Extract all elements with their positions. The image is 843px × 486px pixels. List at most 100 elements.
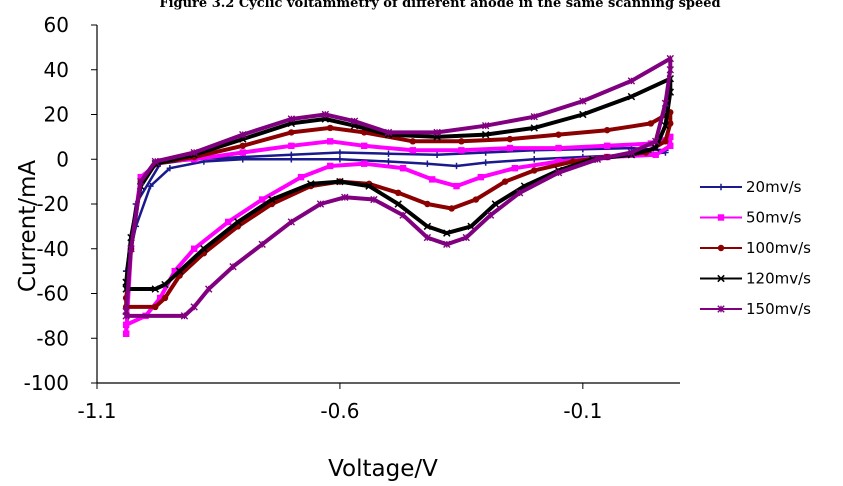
y-tick-label: -80 [36, 326, 69, 350]
data-point [385, 150, 392, 157]
data-point [667, 120, 674, 127]
data-point [205, 285, 213, 293]
data-point [423, 233, 432, 242]
data-point [229, 262, 237, 271]
data-point [258, 196, 266, 203]
data-point [161, 294, 169, 302]
series-3 [122, 74, 675, 293]
data-point [316, 200, 325, 208]
data-point [224, 218, 232, 226]
data-point [321, 110, 330, 119]
data-point [651, 144, 660, 152]
data-point [515, 189, 524, 197]
data-point [239, 149, 246, 156]
data-point [341, 193, 349, 201]
data-point [652, 151, 659, 158]
data-point [429, 176, 436, 183]
data-point [530, 113, 538, 121]
series-line [124, 76, 673, 291]
data-point [603, 126, 611, 134]
series-line [124, 110, 673, 309]
data-point [258, 240, 266, 248]
data-point [462, 233, 470, 242]
data-point [453, 182, 460, 190]
data-point [667, 133, 674, 141]
data-point [137, 173, 144, 181]
data-point [662, 138, 669, 145]
data-point [652, 137, 660, 146]
legend-label: 120mv/s [746, 270, 811, 288]
x-tick-label: -1.1 [77, 399, 116, 423]
data-point [175, 267, 184, 275]
data-point [336, 149, 344, 156]
data-point [555, 144, 562, 152]
legend-item: 50mv/s [700, 209, 802, 227]
data-point [555, 131, 562, 138]
data-point [593, 155, 602, 163]
data-point [458, 147, 465, 154]
legend-swatch-marker [717, 183, 725, 191]
data-point [234, 218, 242, 226]
data-point [384, 128, 393, 137]
data-point [365, 182, 373, 190]
data-point [361, 142, 368, 150]
data-point [239, 142, 246, 150]
legend-swatch-marker [717, 214, 725, 221]
data-point [127, 245, 135, 253]
data-point [399, 165, 407, 172]
data-point [424, 200, 431, 208]
data-point [472, 196, 480, 203]
y-tick-label: 60 [44, 13, 69, 37]
data-point [627, 77, 636, 85]
data-point [156, 294, 164, 302]
data-point [443, 240, 451, 248]
y-tick-label: -20 [36, 192, 69, 216]
series-line [124, 56, 673, 318]
data-point [361, 129, 368, 136]
data-point [501, 178, 509, 185]
data-point [152, 303, 159, 311]
data-point [481, 121, 490, 130]
data-point [511, 165, 519, 172]
data-point [166, 165, 174, 172]
data-point [579, 110, 587, 119]
data-point [486, 211, 495, 219]
data-point [482, 159, 489, 166]
x-tick-label: -0.6 [320, 399, 359, 423]
data-point [554, 168, 563, 177]
data-point [350, 117, 359, 125]
data-point [531, 156, 538, 163]
legend-label: 150mv/s [746, 300, 811, 318]
data-point [394, 200, 402, 208]
legend-swatch-marker [717, 274, 725, 283]
data-point [448, 205, 455, 212]
legend-swatch-marker [717, 305, 725, 313]
data-point [481, 130, 490, 139]
series-line [124, 134, 673, 334]
data-point [666, 54, 674, 63]
data-point [122, 307, 130, 316]
y-tick-label: -40 [36, 237, 69, 261]
legend-label: 100mv/s [746, 239, 811, 257]
data-point [458, 138, 465, 145]
legend-item: 120mv/s [700, 270, 811, 288]
data-point [287, 218, 296, 226]
series-4 [122, 54, 674, 320]
data-point [268, 195, 276, 204]
data-point [190, 148, 198, 157]
data-point [409, 138, 416, 145]
data-point [395, 189, 402, 197]
data-point [433, 128, 441, 137]
data-point [327, 162, 334, 170]
data-point [443, 229, 451, 237]
legend-item: 150mv/s [700, 300, 811, 318]
data-point [424, 160, 431, 167]
legend-item: 100mv/s [700, 239, 811, 257]
data-point [297, 173, 305, 181]
data-point [122, 330, 130, 337]
legend-item: 20mv/s [700, 178, 802, 196]
data-point [122, 321, 130, 329]
data-point [409, 147, 416, 154]
data-point [288, 129, 295, 136]
